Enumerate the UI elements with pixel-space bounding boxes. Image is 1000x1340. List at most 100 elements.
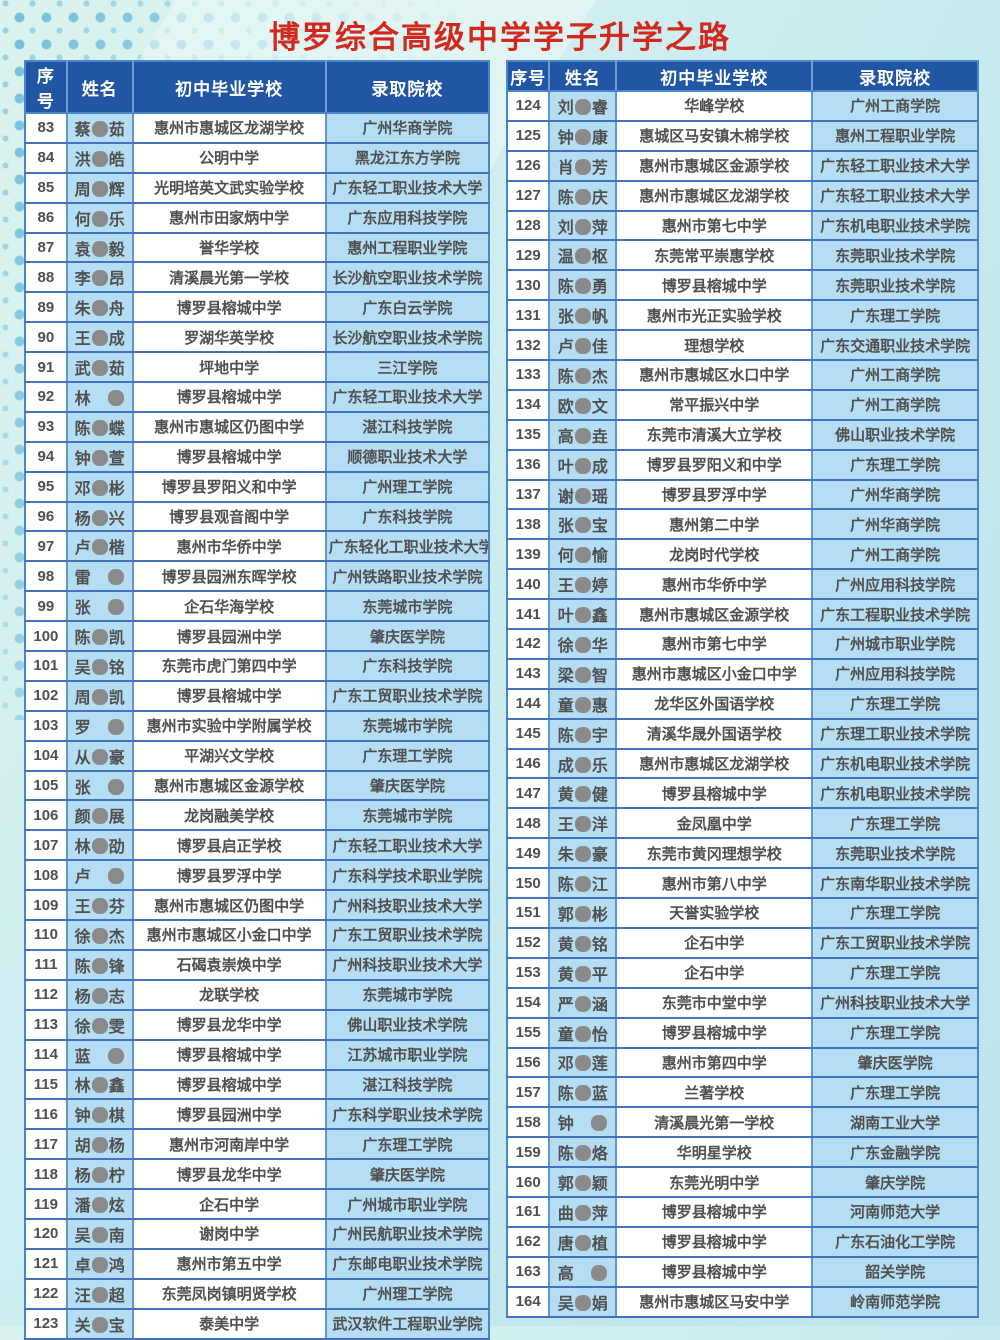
college-cell: 东莞城市学院 xyxy=(324,591,489,623)
redacted-character xyxy=(91,180,108,197)
student-name-cell: 关宝 xyxy=(65,1308,133,1340)
college-cell: 广东轻工职业技术大学 xyxy=(324,382,489,413)
redacted-character xyxy=(574,726,591,743)
college-cell: 广东南华职业技术学院 xyxy=(811,868,978,900)
row-index-cell: 135 xyxy=(507,419,550,451)
redacted-character xyxy=(574,338,591,355)
table-row: 101 吴铭东莞市虎门第四中学 广东科技学院 xyxy=(25,651,489,682)
row-index-cell: 114 xyxy=(25,1039,67,1071)
college-cell: 广东工贸职业技术学院 xyxy=(811,927,978,959)
redacted-character xyxy=(91,957,108,974)
row-index-cell: 155 xyxy=(507,1017,550,1049)
college-cell: 广东理工学院 xyxy=(811,808,978,840)
college-cell: 广东科学技术职业学院 xyxy=(324,860,489,892)
row-index-cell: 120 xyxy=(25,1218,67,1250)
table-row: 129 温枢东莞常平崇惠学校 东莞职业技术学院 xyxy=(507,240,978,272)
table-row: 158 钟 清溪晨光第一学校 湖南工业大学 xyxy=(507,1107,978,1139)
table-row: 134 欧文常平振兴中学 广州工商学院 xyxy=(507,389,978,421)
redacted-character xyxy=(590,1115,607,1132)
college-cell: 广州工商学院 xyxy=(811,539,978,571)
table-row: 163 高 博罗县榕城中学 韶关学院 xyxy=(507,1256,978,1288)
redacted-character xyxy=(91,1017,108,1034)
table-row: 107 林劭博罗县启正学校 广东轻工职业技术大学 xyxy=(25,830,489,862)
middle-school-cell: 博罗县龙华中学 xyxy=(131,1159,326,1191)
redacted-character xyxy=(91,509,108,526)
row-index-cell: 126 xyxy=(507,150,550,182)
college-cell: 广东理工学院 xyxy=(811,688,978,720)
row-index-cell: 147 xyxy=(507,778,550,810)
student-name-cell: 汪超 xyxy=(65,1278,133,1310)
table-row: 86 何乐惠州市田家炳中学 广东应用科技学院 xyxy=(25,202,489,234)
table-row: 160 郭颖东莞光明中学 肇庆学院 xyxy=(507,1167,978,1198)
redacted-character xyxy=(574,816,591,833)
college-cell: 广州华商学院 xyxy=(324,113,489,144)
middle-school-cell: 东莞常平崇惠学校 xyxy=(615,240,813,272)
student-name-cell: 陈江 xyxy=(548,868,617,900)
college-cell: 佛山职业技术学院 xyxy=(324,1009,489,1041)
table-row: 89 朱舟博罗县榕城中学 广东白云学院 xyxy=(25,292,489,324)
table-row: 130 陈勇博罗县榕城中学 东莞职业技术学院 xyxy=(507,270,978,302)
table-row: 139 何愉龙岗时代学校 广州工商学院 xyxy=(507,539,978,571)
college-cell: 广州民航职业技术学院 xyxy=(324,1218,489,1250)
middle-school-cell: 东莞光明中学 xyxy=(615,1167,813,1198)
middle-school-cell: 博罗县罗浮中学 xyxy=(131,860,326,892)
middle-school-cell: 惠州市惠城区金源学校 xyxy=(615,150,813,182)
redacted-character xyxy=(574,188,591,205)
student-name-cell: 高垚 xyxy=(548,419,617,451)
redacted-character xyxy=(91,1137,108,1154)
table-row: 113 徐雯博罗县龙华中学 佛山职业技术学院 xyxy=(25,1009,489,1041)
college-cell: 广东机电职业技术学院 xyxy=(811,748,978,780)
college-cell: 广州华商学院 xyxy=(811,479,978,511)
redacted-character xyxy=(107,599,124,616)
middle-school-cell: 惠州市惠城区仍图中学 xyxy=(131,411,326,443)
table-row: 116 钟棋博罗县园洲中学 广东科学职业技术学院 xyxy=(25,1099,489,1131)
student-name-cell: 王芬 xyxy=(65,890,133,922)
table-row: 145 陈宇清溪华晟外国语学校 广东理工职业技术学院 xyxy=(507,718,978,750)
row-index-cell: 152 xyxy=(507,927,550,959)
redacted-character xyxy=(574,965,591,982)
middle-school-cell: 博罗县榕城中学 xyxy=(131,382,326,413)
row-index-cell: 139 xyxy=(507,539,550,571)
student-name-cell: 吴南 xyxy=(65,1218,133,1250)
middle-school-cell: 石碣袁崇焕中学 xyxy=(131,949,326,981)
table-row: 150 陈江惠州市第八中学 广东南华职业技术学院 xyxy=(507,868,978,900)
redacted-character xyxy=(91,240,108,257)
middle-school-cell: 企石中学 xyxy=(131,1189,326,1220)
student-name-cell: 陈烙 xyxy=(548,1137,617,1169)
row-index-cell: 156 xyxy=(507,1047,550,1079)
student-name-cell: 从豪 xyxy=(65,740,133,772)
middle-school-cell: 惠城区马安镇木棉学校 xyxy=(615,120,813,152)
table-row: 98 雷 博罗县园洲东晖学校 广州铁路职业技术学院 xyxy=(25,561,489,593)
table-row: 138 张宝惠州第二中学 广州华商学院 xyxy=(507,509,978,541)
middle-school-cell: 惠州市第四中学 xyxy=(615,1047,813,1079)
table-row: 124 刘睿华峰学校 广州工商学院 xyxy=(507,91,978,122)
row-index-cell: 117 xyxy=(25,1129,67,1161)
table-row: 110 徐杰惠州市惠城区小金口中学 广东工贸职业技术学院 xyxy=(25,920,489,951)
row-index-cell: 153 xyxy=(507,957,550,989)
middle-school-cell: 博罗县观音阁中学 xyxy=(131,501,326,533)
redacted-character xyxy=(574,1294,591,1311)
college-cell: 广东机电职业技术学院 xyxy=(811,210,978,242)
student-name-cell: 张宝 xyxy=(548,509,617,541)
redacted-character xyxy=(574,98,591,115)
table-row: 117 胡杨惠州市河南岸中学 广东理工学院 xyxy=(25,1129,489,1161)
college-cell: 广东工贸职业技术学院 xyxy=(324,680,489,712)
redacted-character xyxy=(91,1167,108,1184)
middle-school-cell: 博罗县榕城中学 xyxy=(615,1226,813,1258)
row-index-cell: 141 xyxy=(507,599,550,631)
student-name-cell: 何愉 xyxy=(548,539,617,571)
redacted-character xyxy=(91,300,108,317)
student-name-cell: 王婷 xyxy=(548,569,617,601)
row-index-cell: 161 xyxy=(507,1196,550,1228)
student-name-cell: 朱豪 xyxy=(548,838,617,870)
student-name-cell: 温枢 xyxy=(548,240,617,272)
table-row: 105 张 惠州市惠城区金源学校 肇庆医学院 xyxy=(25,770,489,802)
student-name-cell: 吴娟 xyxy=(548,1286,617,1318)
student-name-cell: 杨志 xyxy=(65,979,133,1011)
student-name-cell: 邓莲 xyxy=(548,1047,617,1079)
middle-school-cell: 龙岗时代学校 xyxy=(615,539,813,571)
middle-school-cell: 惠州市惠城区金源学校 xyxy=(131,770,326,802)
student-name-cell: 钟棋 xyxy=(65,1099,133,1131)
college-cell: 东莞职业技术学院 xyxy=(811,838,978,870)
redacted-character xyxy=(574,995,591,1012)
